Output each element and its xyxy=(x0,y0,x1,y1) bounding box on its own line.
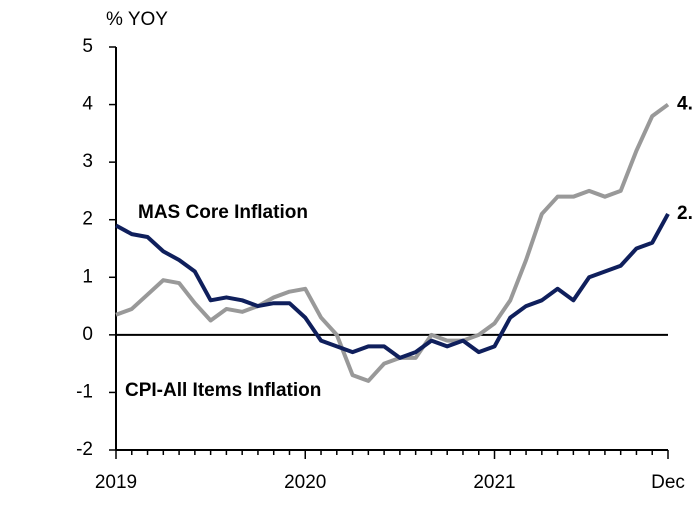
x-tick-label: 2019 xyxy=(95,472,137,493)
y-tick-label: -1 xyxy=(76,381,93,402)
x-tick-label: Dec xyxy=(651,472,685,493)
y-tick-label: 4 xyxy=(82,94,93,115)
series-line xyxy=(115,212,670,360)
series-label: CPI-All Items Inflation xyxy=(125,380,321,401)
y-tick-label: 5 xyxy=(82,36,93,57)
y-tick-label: 1 xyxy=(82,266,93,287)
series-label: MAS Core Inflation xyxy=(138,202,308,223)
x-tick-label: 2020 xyxy=(284,472,326,493)
series-line xyxy=(115,102,670,383)
y-axis-label: % YOY xyxy=(106,9,168,30)
x-tick-label: 2021 xyxy=(473,472,515,493)
y-tick-label: 3 xyxy=(82,151,93,172)
value-label: 4.0 xyxy=(677,94,693,115)
y-tick-label: -2 xyxy=(76,439,93,460)
y-tick-label: 2 xyxy=(82,209,93,230)
y-tick-label: 0 xyxy=(82,324,93,345)
value-label: 2.1 xyxy=(677,203,693,224)
